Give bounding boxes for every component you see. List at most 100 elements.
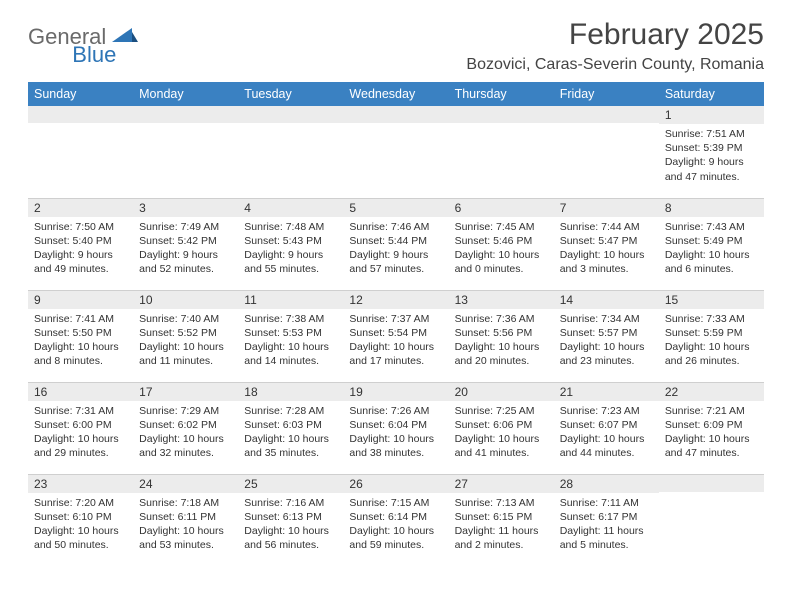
sunset-text: Sunset: 5:46 PM: [455, 234, 548, 248]
sunrise-text: Sunrise: 7:16 AM: [244, 496, 337, 510]
day-info: Sunrise: 7:28 AMSunset: 6:03 PMDaylight:…: [238, 401, 343, 464]
day-info: Sunrise: 7:45 AMSunset: 5:46 PMDaylight:…: [449, 217, 554, 280]
sunrise-text: Sunrise: 7:33 AM: [665, 312, 758, 326]
daylight-text: Daylight: 10 hours and 26 minutes.: [665, 340, 758, 368]
day-number: 6: [449, 199, 554, 217]
logo-text-blue: Blue: [72, 42, 116, 68]
day-info: Sunrise: 7:11 AMSunset: 6:17 PMDaylight:…: [554, 493, 659, 556]
daylight-text: Daylight: 11 hours and 5 minutes.: [560, 524, 653, 552]
day-number: 8: [659, 199, 764, 217]
sunrise-text: Sunrise: 7:44 AM: [560, 220, 653, 234]
calendar-day-cell: 7Sunrise: 7:44 AMSunset: 5:47 PMDaylight…: [554, 198, 659, 290]
day-info: Sunrise: 7:51 AMSunset: 5:39 PMDaylight:…: [659, 124, 764, 187]
daylight-text: Daylight: 10 hours and 29 minutes.: [34, 432, 127, 460]
daylight-text: Daylight: 9 hours and 57 minutes.: [349, 248, 442, 276]
day-number: [554, 106, 659, 123]
day-number: 12: [343, 291, 448, 309]
day-info: Sunrise: 7:21 AMSunset: 6:09 PMDaylight:…: [659, 401, 764, 464]
day-info: Sunrise: 7:38 AMSunset: 5:53 PMDaylight:…: [238, 309, 343, 372]
day-number: 1: [659, 106, 764, 124]
calendar-day-cell: 4Sunrise: 7:48 AMSunset: 5:43 PMDaylight…: [238, 198, 343, 290]
daylight-text: Daylight: 10 hours and 32 minutes.: [139, 432, 232, 460]
day-info: Sunrise: 7:29 AMSunset: 6:02 PMDaylight:…: [133, 401, 238, 464]
calendar-week-row: 16Sunrise: 7:31 AMSunset: 6:00 PMDayligh…: [28, 382, 764, 474]
sunset-text: Sunset: 6:00 PM: [34, 418, 127, 432]
sunrise-text: Sunrise: 7:49 AM: [139, 220, 232, 234]
sunset-text: Sunset: 5:50 PM: [34, 326, 127, 340]
day-number: 13: [449, 291, 554, 309]
calendar-day-cell: [554, 106, 659, 198]
daylight-text: Daylight: 10 hours and 59 minutes.: [349, 524, 442, 552]
day-info: Sunrise: 7:25 AMSunset: 6:06 PMDaylight:…: [449, 401, 554, 464]
sunset-text: Sunset: 5:57 PM: [560, 326, 653, 340]
day-info: Sunrise: 7:46 AMSunset: 5:44 PMDaylight:…: [343, 217, 448, 280]
day-info: Sunrise: 7:33 AMSunset: 5:59 PMDaylight:…: [659, 309, 764, 372]
day-number: 28: [554, 475, 659, 493]
sunrise-text: Sunrise: 7:40 AM: [139, 312, 232, 326]
day-number: 22: [659, 383, 764, 401]
day-info: Sunrise: 7:41 AMSunset: 5:50 PMDaylight:…: [28, 309, 133, 372]
daylight-text: Daylight: 10 hours and 6 minutes.: [665, 248, 758, 276]
header: General Blue February 2025 Bozovici, Car…: [28, 18, 764, 74]
calendar-week-row: 1Sunrise: 7:51 AMSunset: 5:39 PMDaylight…: [28, 106, 764, 198]
sunset-text: Sunset: 5:44 PM: [349, 234, 442, 248]
day-number: 16: [28, 383, 133, 401]
sunrise-text: Sunrise: 7:20 AM: [34, 496, 127, 510]
day-number: [28, 106, 133, 123]
day-number: 7: [554, 199, 659, 217]
sunset-text: Sunset: 6:17 PM: [560, 510, 653, 524]
day-number: 26: [343, 475, 448, 493]
weekday-header: Wednesday: [343, 82, 448, 106]
day-info: Sunrise: 7:16 AMSunset: 6:13 PMDaylight:…: [238, 493, 343, 556]
daylight-text: Daylight: 10 hours and 3 minutes.: [560, 248, 653, 276]
daylight-text: Daylight: 9 hours and 52 minutes.: [139, 248, 232, 276]
daylight-text: Daylight: 10 hours and 53 minutes.: [139, 524, 232, 552]
day-info: Sunrise: 7:40 AMSunset: 5:52 PMDaylight:…: [133, 309, 238, 372]
sunrise-text: Sunrise: 7:48 AM: [244, 220, 337, 234]
day-number: 4: [238, 199, 343, 217]
sunset-text: Sunset: 6:07 PM: [560, 418, 653, 432]
sunrise-text: Sunrise: 7:41 AM: [34, 312, 127, 326]
sunrise-text: Sunrise: 7:26 AM: [349, 404, 442, 418]
weekday-header: Saturday: [659, 82, 764, 106]
day-info: Sunrise: 7:13 AMSunset: 6:15 PMDaylight:…: [449, 493, 554, 556]
sunset-text: Sunset: 6:06 PM: [455, 418, 548, 432]
day-info: Sunrise: 7:49 AMSunset: 5:42 PMDaylight:…: [133, 217, 238, 280]
calendar-day-cell: 13Sunrise: 7:36 AMSunset: 5:56 PMDayligh…: [449, 290, 554, 382]
sunset-text: Sunset: 6:09 PM: [665, 418, 758, 432]
day-number: 17: [133, 383, 238, 401]
calendar-week-row: 2Sunrise: 7:50 AMSunset: 5:40 PMDaylight…: [28, 198, 764, 290]
calendar-day-cell: 9Sunrise: 7:41 AMSunset: 5:50 PMDaylight…: [28, 290, 133, 382]
daylight-text: Daylight: 9 hours and 49 minutes.: [34, 248, 127, 276]
day-info: Sunrise: 7:37 AMSunset: 5:54 PMDaylight:…: [343, 309, 448, 372]
sunrise-text: Sunrise: 7:23 AM: [560, 404, 653, 418]
daylight-text: Daylight: 9 hours and 47 minutes.: [665, 155, 758, 183]
sunrise-text: Sunrise: 7:13 AM: [455, 496, 548, 510]
daylight-text: Daylight: 10 hours and 47 minutes.: [665, 432, 758, 460]
calendar-table: Sunday Monday Tuesday Wednesday Thursday…: [28, 82, 764, 566]
calendar-day-cell: 15Sunrise: 7:33 AMSunset: 5:59 PMDayligh…: [659, 290, 764, 382]
sunset-text: Sunset: 5:49 PM: [665, 234, 758, 248]
daylight-text: Daylight: 10 hours and 38 minutes.: [349, 432, 442, 460]
calendar-day-cell: 12Sunrise: 7:37 AMSunset: 5:54 PMDayligh…: [343, 290, 448, 382]
day-info: Sunrise: 7:31 AMSunset: 6:00 PMDaylight:…: [28, 401, 133, 464]
sunrise-text: Sunrise: 7:15 AM: [349, 496, 442, 510]
sunrise-text: Sunrise: 7:25 AM: [455, 404, 548, 418]
sunrise-text: Sunrise: 7:34 AM: [560, 312, 653, 326]
day-number: 19: [343, 383, 448, 401]
day-number: 23: [28, 475, 133, 493]
location-text: Bozovici, Caras-Severin County, Romania: [466, 56, 764, 74]
calendar-day-cell: 3Sunrise: 7:49 AMSunset: 5:42 PMDaylight…: [133, 198, 238, 290]
sunrise-text: Sunrise: 7:45 AM: [455, 220, 548, 234]
daylight-text: Daylight: 10 hours and 8 minutes.: [34, 340, 127, 368]
sunrise-text: Sunrise: 7:38 AM: [244, 312, 337, 326]
daylight-text: Daylight: 10 hours and 0 minutes.: [455, 248, 548, 276]
day-number: 9: [28, 291, 133, 309]
calendar-day-cell: 10Sunrise: 7:40 AMSunset: 5:52 PMDayligh…: [133, 290, 238, 382]
sunset-text: Sunset: 6:13 PM: [244, 510, 337, 524]
daylight-text: Daylight: 10 hours and 56 minutes.: [244, 524, 337, 552]
day-number: 10: [133, 291, 238, 309]
calendar-day-cell: 8Sunrise: 7:43 AMSunset: 5:49 PMDaylight…: [659, 198, 764, 290]
calendar-day-cell: 21Sunrise: 7:23 AMSunset: 6:07 PMDayligh…: [554, 382, 659, 474]
calendar-day-cell: [133, 106, 238, 198]
